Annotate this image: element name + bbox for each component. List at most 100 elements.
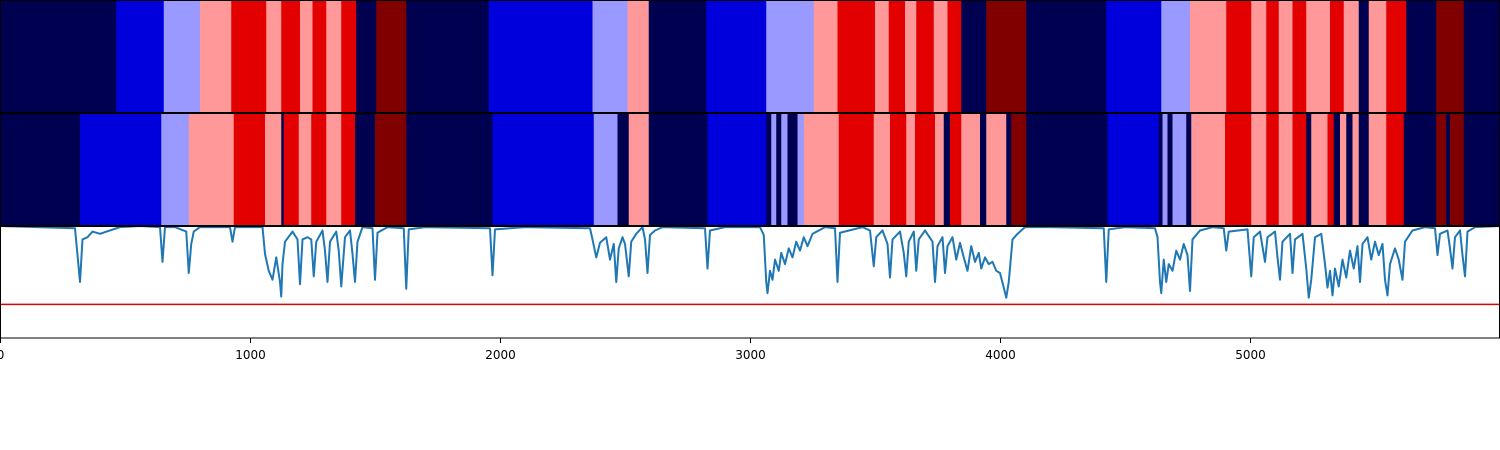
prediction-segment-4 <box>233 113 266 225</box>
prediction-segment-16 <box>593 113 618 225</box>
prediction-segment-23 <box>776 113 782 225</box>
prediction-segment-27 <box>803 113 840 225</box>
prediction-segment-8 <box>298 113 312 225</box>
prediction-segment-43 <box>1158 113 1163 225</box>
prediction-segment-51 <box>1266 113 1280 225</box>
ground-truth-segment-4 <box>231 0 267 112</box>
prediction-segment-60 <box>1352 113 1360 225</box>
ground-truth-segment-46 <box>1436 0 1465 112</box>
prediction-segment-47 <box>1186 113 1192 225</box>
ground-truth-segment-6 <box>281 0 301 112</box>
ground-truth-segment-44 <box>1386 0 1407 112</box>
prediction-segment-48 <box>1191 113 1226 225</box>
confidence-panel-background <box>0 226 1500 338</box>
prediction-segment-24 <box>781 113 788 225</box>
prediction-segment-39 <box>1006 113 1012 225</box>
prediction-segment-49 <box>1225 113 1252 225</box>
prediction-segment-21 <box>766 113 772 225</box>
ground-truth-segment-8 <box>312 0 327 112</box>
x-axis: 0 1000 2000 3000 4000 5000 <box>0 338 1266 362</box>
ground-truth-segment-9 <box>326 0 342 112</box>
prediction-segment-56 <box>1327 113 1335 225</box>
ground-truth-segment-25 <box>916 0 935 112</box>
x-tick-label-3: 3000 <box>735 348 766 362</box>
ground-truth-segment-23 <box>888 0 906 112</box>
prediction-segment-11 <box>341 113 356 225</box>
prediction-segment-41 <box>1026 113 1108 225</box>
ground-truth-segment-10 <box>341 0 357 112</box>
ground-truth-segment-1 <box>116 0 165 112</box>
prediction-segment-46 <box>1172 113 1187 225</box>
ground-truth-segment-2 <box>163 0 201 112</box>
ground-truth-segment-31 <box>1106 0 1162 112</box>
prediction-segment-38 <box>986 113 1007 225</box>
prediction-segment-13 <box>375 113 407 225</box>
prediction-segment-12 <box>355 113 376 225</box>
prediction-segment-28 <box>838 113 875 225</box>
ground-truth-segment-3 <box>200 0 232 112</box>
ground-truth-segment-22 <box>875 0 890 112</box>
ground-truth-segment-47 <box>1463 0 1500 112</box>
prediction-segment-3 <box>188 113 235 225</box>
confidence-panel <box>0 225 1500 338</box>
prediction-segment-58 <box>1340 113 1347 225</box>
prediction-segment-26 <box>797 113 805 225</box>
prediction-segment-50 <box>1251 113 1267 225</box>
prediction-segment-57 <box>1333 113 1341 225</box>
prediction-segment-63 <box>1386 113 1405 225</box>
prediction-segment-15 <box>492 113 595 225</box>
prediction-segment-35 <box>950 113 962 225</box>
x-tick-label-4: 4000 <box>985 348 1016 362</box>
ground-truth-segment-30 <box>1026 0 1107 112</box>
prediction-segment-5 <box>265 113 282 225</box>
ground-truth-segment-24 <box>905 0 917 112</box>
ground-truth-segment-41 <box>1343 0 1360 112</box>
ground-truth-segment-17 <box>648 0 707 112</box>
ground-truth-segment-29 <box>986 0 1027 112</box>
prediction-strip <box>0 113 1500 225</box>
ground-truth-segment-21 <box>837 0 876 112</box>
ground-truth-segment-45 <box>1406 0 1437 112</box>
prediction-segment-7 <box>283 113 300 225</box>
prediction-segment-42 <box>1107 113 1160 225</box>
prediction-segment-68 <box>1463 113 1500 225</box>
ground-truth-segment-7 <box>300 0 313 112</box>
prediction-segment-34 <box>943 113 951 225</box>
ground-truth-segment-32 <box>1161 0 1191 112</box>
prediction-segment-65 <box>1436 113 1447 225</box>
prediction-segment-18 <box>628 113 650 225</box>
prediction-segment-31 <box>906 113 916 225</box>
prediction-segment-32 <box>915 113 936 225</box>
ground-truth-segment-43 <box>1368 0 1387 112</box>
ground-truth-segment-0 <box>0 0 117 112</box>
prediction-segment-53 <box>1292 113 1307 225</box>
prediction-segment-29 <box>873 113 891 225</box>
prediction-segment-17 <box>617 113 630 225</box>
ground-truth-segment-14 <box>488 0 593 112</box>
prediction-segment-52 <box>1278 113 1293 225</box>
ground-truth-segment-19 <box>766 0 815 112</box>
prediction-segment-66 <box>1446 113 1451 225</box>
prediction-segment-10 <box>326 113 342 225</box>
ground-truth-segment-35 <box>1251 0 1267 112</box>
prediction-segment-54 <box>1306 113 1312 225</box>
x-tick-label-5: 5000 <box>1235 348 1266 362</box>
prediction-segment-61 <box>1358 113 1370 225</box>
prediction-segment-19 <box>648 113 708 225</box>
ground-truth-segment-26 <box>933 0 948 112</box>
prediction-segment-55 <box>1311 113 1328 225</box>
ground-truth-segment-40 <box>1330 0 1345 112</box>
ground-truth-segment-33 <box>1190 0 1227 112</box>
prediction-segment-64 <box>1403 113 1437 225</box>
prediction-segment-20 <box>707 113 767 225</box>
prediction-segment-22 <box>771 113 777 225</box>
x-tick-label-0: 0 <box>0 348 4 362</box>
ground-truth-segment-20 <box>813 0 838 112</box>
ground-truth-segment-15 <box>592 0 628 112</box>
x-tick-label-1: 1000 <box>235 348 266 362</box>
ground-truth-segment-13 <box>406 0 490 112</box>
prediction-segment-14 <box>406 113 493 225</box>
ground-truth-segment-27 <box>947 0 962 112</box>
ground-truth-segment-11 <box>356 0 377 112</box>
